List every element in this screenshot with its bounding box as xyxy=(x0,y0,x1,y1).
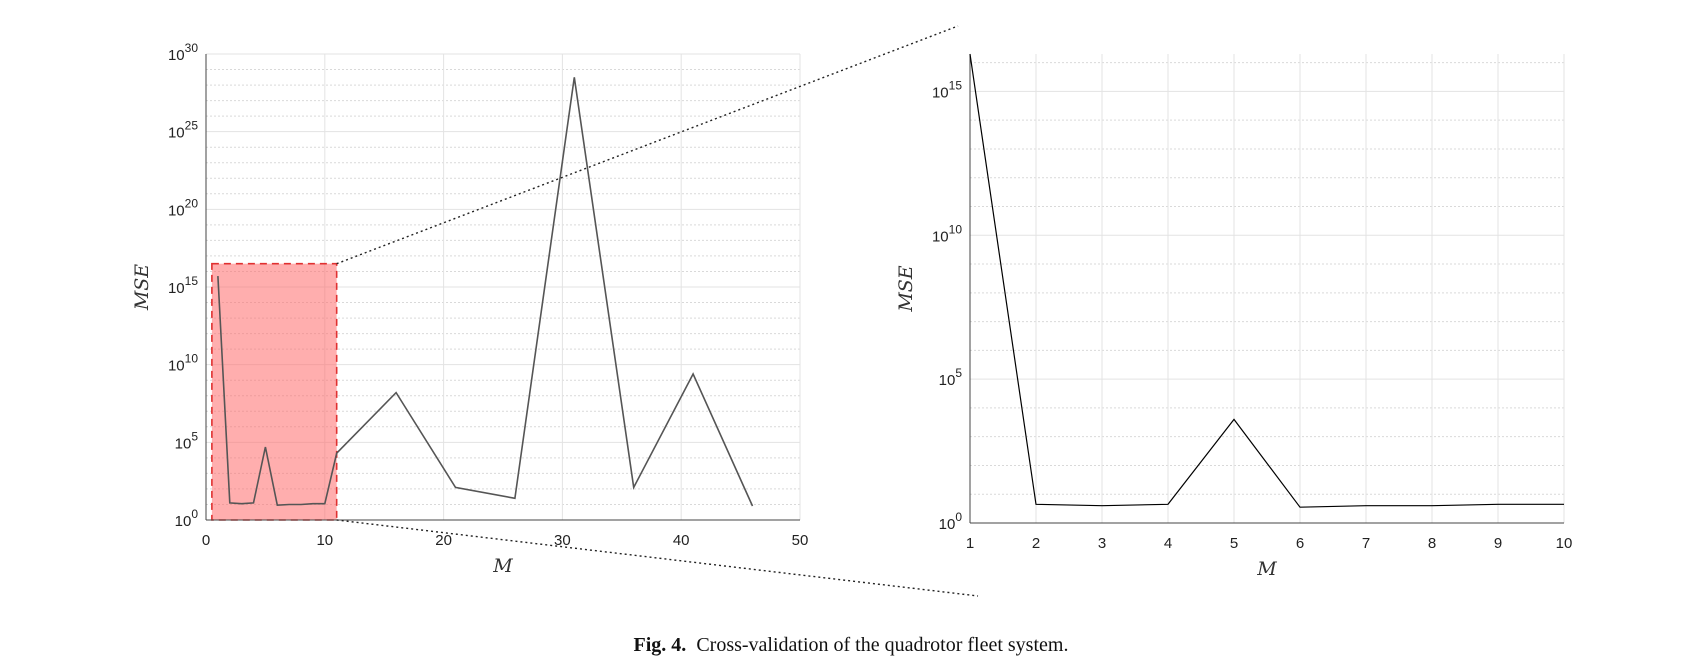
y-tick-label: 1025 xyxy=(168,119,198,142)
x-tick-label: 6 xyxy=(1296,535,1304,552)
chart-left: 0 10 20 30 40 5010010510101015102010251030MMS… xyxy=(131,41,808,577)
series-line xyxy=(969,53,1564,508)
x-tick-label: 1 xyxy=(966,535,974,552)
x-tick-label: 30 xyxy=(554,532,571,549)
plot-area xyxy=(970,54,1564,523)
caption-label: Fig. 4. xyxy=(633,634,687,656)
zoom-connector-top xyxy=(336,25,959,265)
y-tick-label: 1010 xyxy=(168,352,198,375)
chart-right: 1 2 3 4 5 6 7 8 9 10 100 105 1010 1015 M MSE xyxy=(895,53,1573,580)
x-tick-label: 10 xyxy=(316,532,333,549)
zoom-connector-bottom xyxy=(336,519,979,597)
x-tick-label: 5 xyxy=(1230,535,1238,552)
y-tick-label: 1015 xyxy=(932,78,962,101)
y-axis-title: MSE xyxy=(131,264,153,311)
y-tick-label: 1030 xyxy=(168,41,198,64)
y-tick-label: 1015 xyxy=(168,274,198,297)
y-tick-label: 100 xyxy=(939,510,963,533)
x-tick-label: 9 xyxy=(1494,535,1502,552)
zoom-connectors xyxy=(336,25,979,597)
x-axis-title: M xyxy=(1256,558,1277,580)
y-axis-title: MSE xyxy=(895,265,917,312)
series-line xyxy=(217,77,754,507)
y-tick-label: 1010 xyxy=(932,222,962,245)
x-axis-title: M xyxy=(492,555,513,577)
x-tick-label: 50 xyxy=(792,532,809,549)
y-tick-label: 105 xyxy=(175,429,199,452)
x-tick-label: 0 xyxy=(202,532,210,549)
caption-text: Cross-validation of the quadrotor fleet … xyxy=(696,634,1069,656)
x-tick-label: 2 xyxy=(1032,535,1040,552)
x-tick-label: 3 xyxy=(1098,535,1106,552)
y-tick-label: 105 xyxy=(939,366,963,389)
figure-caption: Fig. 4. Cross-validation of the quadrotor… xyxy=(0,634,1702,657)
y-tick-label: 1020 xyxy=(168,196,198,219)
x-tick-label: 7 xyxy=(1362,535,1370,552)
x-tick-label: 8 xyxy=(1428,535,1436,552)
x-tick-label: 40 xyxy=(673,532,690,549)
x-tick-label: 10 xyxy=(1556,535,1573,552)
x-tick-label: 20 xyxy=(435,532,452,549)
x-tick-label: 4 xyxy=(1164,535,1172,552)
y-tick-label: 100 xyxy=(175,507,199,530)
zoom-highlight-region xyxy=(211,262,338,521)
